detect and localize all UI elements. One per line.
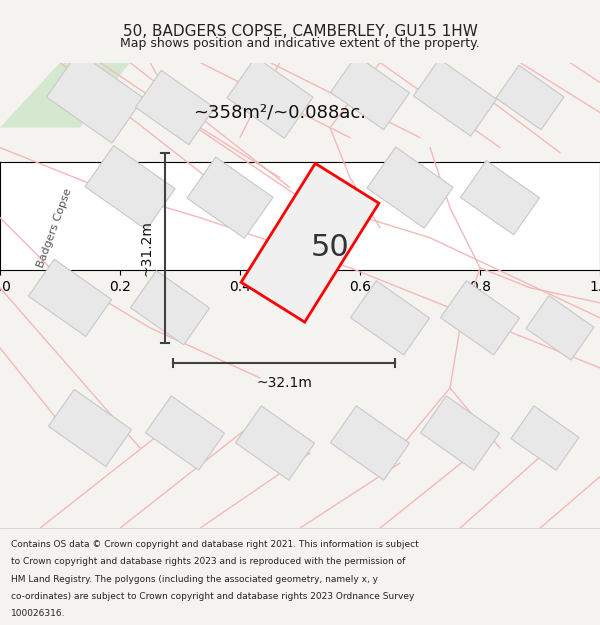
Polygon shape: [235, 406, 314, 480]
Polygon shape: [367, 147, 453, 228]
Polygon shape: [421, 396, 500, 470]
Text: Map shows position and indicative extent of the property.: Map shows position and indicative extent…: [120, 38, 480, 51]
Text: to Crown copyright and database rights 2023 and is reproduced with the permissio: to Crown copyright and database rights 2…: [11, 558, 405, 566]
Polygon shape: [85, 146, 175, 230]
Polygon shape: [331, 56, 410, 129]
Polygon shape: [28, 259, 112, 336]
Polygon shape: [241, 163, 379, 322]
Polygon shape: [440, 281, 520, 355]
Text: ~32.1m: ~32.1m: [256, 376, 312, 390]
Polygon shape: [130, 271, 209, 345]
Polygon shape: [350, 281, 430, 355]
Polygon shape: [413, 59, 497, 136]
Text: 100026316.: 100026316.: [11, 609, 65, 619]
Polygon shape: [46, 52, 143, 143]
Polygon shape: [331, 406, 410, 480]
Text: 50: 50: [311, 233, 349, 262]
Polygon shape: [49, 389, 131, 466]
Polygon shape: [0, 62, 130, 127]
Text: ~31.2m: ~31.2m: [140, 220, 154, 276]
Text: HM Land Registry. The polygons (including the associated geometry, namely x, y: HM Land Registry. The polygons (includin…: [11, 574, 378, 584]
Polygon shape: [227, 57, 313, 138]
Polygon shape: [145, 396, 224, 470]
Polygon shape: [187, 157, 273, 238]
Polygon shape: [136, 71, 215, 144]
Text: Contains OS data © Crown copyright and database right 2021. This information is : Contains OS data © Crown copyright and d…: [11, 540, 419, 549]
Text: Badgers Copse: Badgers Copse: [36, 187, 74, 269]
Text: co-ordinates) are subject to Crown copyright and database rights 2023 Ordnance S: co-ordinates) are subject to Crown copyr…: [11, 592, 414, 601]
Polygon shape: [526, 296, 594, 360]
Polygon shape: [496, 66, 564, 130]
Text: 50, BADGERS COPSE, CAMBERLEY, GU15 1HW: 50, BADGERS COPSE, CAMBERLEY, GU15 1HW: [122, 24, 478, 39]
Polygon shape: [511, 406, 579, 470]
Polygon shape: [460, 161, 539, 235]
Text: ~358m²/~0.088ac.: ~358m²/~0.088ac.: [193, 104, 367, 122]
